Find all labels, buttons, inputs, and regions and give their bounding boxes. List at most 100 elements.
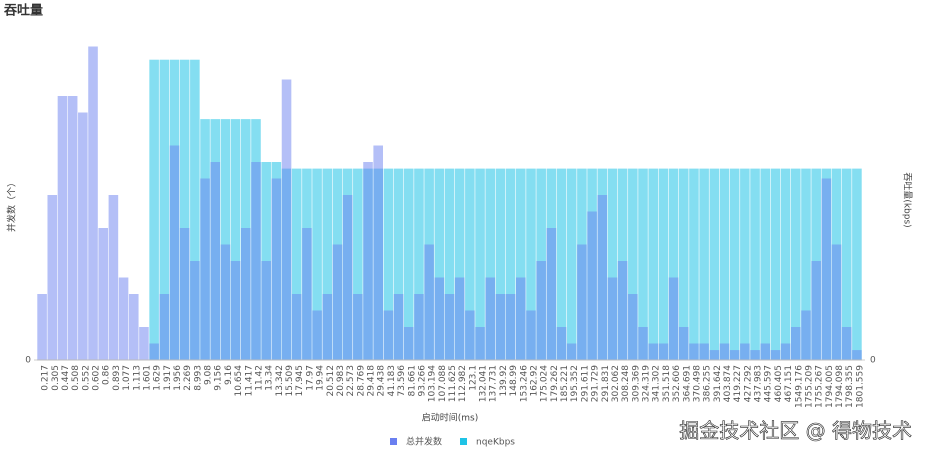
x-tick-label: 351.518 [662,365,672,402]
x-tick-label: 445.597 [764,365,774,402]
x-tick-label: 308.248 [621,365,631,402]
x-tick-label: 13.34 [265,365,275,391]
x-tick-label: 107.088 [438,365,448,402]
bar [841,327,852,360]
x-tick-label: 20.983 [336,365,346,397]
x-tick-label: 1.113 [132,365,142,391]
bar [485,168,496,360]
bar [577,244,587,360]
bar [190,59,200,360]
bar [98,228,108,360]
bar [373,145,383,360]
x-tick-label: 132.041 [479,365,489,402]
bar [353,168,363,360]
bar [750,168,760,360]
bar [353,294,363,360]
x-tick-label: 19.94 [316,365,326,391]
bar [750,350,760,360]
bar [801,168,811,360]
x-tick-label: 9.156 [214,365,224,391]
x-tick-label: 309.369 [631,365,641,402]
bar [566,343,577,360]
bar [791,327,801,360]
bar [689,343,699,360]
bar [281,79,292,360]
bar [383,168,394,360]
bar [251,162,261,360]
bar [821,178,832,360]
x-tick-label: 1.077 [122,365,132,391]
x-tick-label: 0.447 [61,365,71,391]
bar [312,310,322,360]
bar [454,168,465,360]
x-tick-label: 139.92 [499,365,509,397]
bar [699,343,709,360]
x-tick-label: 41.183 [387,365,397,397]
bar [628,294,638,360]
bar [312,168,322,360]
x-tick-label: 391.642 [713,365,723,402]
bar [444,294,455,360]
bar [108,195,119,360]
x-tick-label: 29.418 [367,365,377,397]
x-tick-label: 22.573 [346,365,356,397]
x-tick-label: 2.269 [183,365,193,391]
bar [57,96,68,360]
bar [760,168,771,360]
x-axis-title: 启动时间(ms) [422,412,478,424]
bar [689,168,699,360]
bar [291,294,302,360]
bar [648,343,658,360]
bar [607,168,618,360]
bar [149,343,159,360]
bar [118,277,129,360]
legend-swatch [460,438,467,445]
x-tick-label: 370.498 [692,365,702,402]
bar [465,168,475,360]
bar [597,195,608,360]
x-tick-label: 1.629 [153,365,163,391]
x-tick-label: 1755.209 [804,365,814,408]
x-tick-label: 148.99 [509,365,519,397]
bar [424,244,434,360]
bar [465,310,475,360]
x-tick-label: 352.606 [672,365,682,402]
bar [291,168,302,360]
legend-label: 总并发数 [406,436,442,448]
bar [617,261,628,360]
x-tick-label: 1.601 [142,365,152,391]
bar [678,168,689,360]
x-tick-label: 153.246 [519,365,529,402]
bar [699,168,709,360]
bar [729,350,740,360]
bar [780,168,791,360]
bar [332,244,343,360]
x-tick-label: 291.831 [601,365,611,402]
legend-label: nqeKbps [476,438,515,448]
bar [363,162,373,360]
bar [638,327,648,360]
bar [342,195,353,360]
bar [495,294,506,360]
x-tick-label: 111.625 [448,365,458,402]
x-tick-label: 0.217 [41,365,51,391]
x-tick-label: 302.062 [611,365,621,402]
x-tick-label: 291.729 [591,365,601,402]
bar [322,294,333,360]
x-tick-label: 195.352 [570,365,580,402]
x-tick-label: 1798.355 [845,365,855,408]
x-tick-label: 291.611 [580,365,590,402]
y-tick-label: 0 [25,356,31,366]
bar [88,46,98,360]
bar [719,168,730,360]
bar [179,228,190,360]
bar [495,168,506,360]
bar [139,327,149,360]
bar [271,178,282,360]
x-tick-label: 1794.005 [825,365,835,408]
bar [668,277,679,360]
bar [261,261,271,360]
bar [841,168,852,360]
x-tick-label: 0.552 [81,365,91,391]
